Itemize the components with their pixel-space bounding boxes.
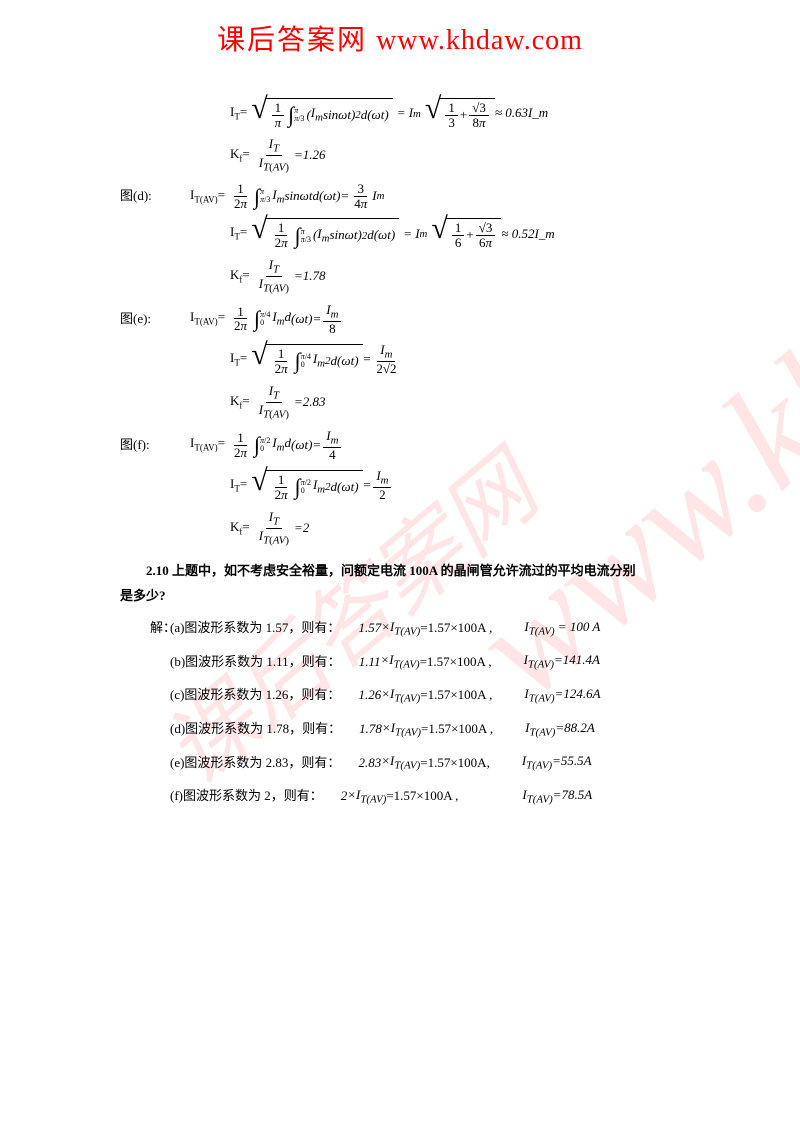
solution-row: (b)图波形系数为 1.11，则有： 1.11×IT(AV)=1.57×100A … <box>120 652 680 672</box>
eq-kf-e: Kf= ITIT(AV) =2.83 <box>230 384 680 421</box>
question-title2: 是多少? <box>120 588 680 605</box>
row-idx: (e)图波形系数为 2.83，则有： <box>170 755 340 772</box>
solution-row: (f)图波形系数为 2，则有：2×IT(AV)=1.57×100A ,IT(AV… <box>120 787 680 807</box>
row-k: 1.78 <box>359 721 382 738</box>
row-idx: (a)图波形系数为 1.57，则有： <box>170 620 340 637</box>
kf-f-val: =2 <box>294 520 309 537</box>
eq-it-d: IT= √ 12π ∫ππ/3 (Im sin ωt)2 d(ωt) = Im … <box>230 218 680 249</box>
header-url: www.khdaw.com <box>376 25 583 56</box>
row-eq: =1.57×100A , <box>421 721 493 738</box>
eq-it-e: IT= √ 12π ∫π/40 Im2d(ωt) = Im2√2 <box>230 343 680 376</box>
solution-container: 解：(a)图波形系数为 1.57，则有：1.57×IT(AV)=1.57×100… <box>120 619 680 807</box>
solution-row: 解：(a)图波形系数为 1.57，则有： 1.57×IT(AV)=1.57×100… <box>120 619 680 639</box>
row-k: 1.57 <box>358 620 381 637</box>
content-body: IT= √ 1π ∫ππ/3 (Im sin ωt)2 d(ωt) = Im √… <box>0 58 800 807</box>
eq-it-c: IT= √ 1π ∫ππ/3 (Im sin ωt)2 d(ωt) = Im √… <box>230 98 680 129</box>
row-idx: (c)图波形系数为 1.26，则有： <box>170 687 340 704</box>
row-itav: ×IT(AV) <box>381 619 420 639</box>
solution-row: (e)图波形系数为 2.83，则有： 2.83×IT(AV)=1.57×100A,… <box>120 753 680 773</box>
row-eq: =1.57×100A, <box>420 755 490 772</box>
row-res: IT(AV)=124.6A <box>524 686 600 706</box>
eq-kf-c: Kf= ITIT(AV) =1.26 <box>230 137 680 174</box>
eq-kf-f: Kf= ITIT(AV) =2 <box>230 510 680 547</box>
row-idx: (d)图波形系数为 1.78，则有： <box>170 721 341 738</box>
fig-f-label: 图(f): <box>120 437 190 454</box>
row-res: IT(AV)=55.5A <box>522 753 592 773</box>
row-itav: ×IT(AV) <box>347 787 386 807</box>
row-itav: ×IT(AV) <box>382 720 421 740</box>
row-idx: (b)图波形系数为 1.11，则有： <box>170 654 341 671</box>
row-res: IT(AV)=88.2A <box>525 720 595 740</box>
q-text1: 上题中，如不考虑安全裕量，问额定电流 100A 的晶闸管允许流过的平均电流分别 <box>172 563 636 578</box>
row-eq: =1.57×100A , <box>420 654 492 671</box>
fig-e-label: 图(e): <box>120 311 190 328</box>
eq-itav-f: 图(f): IT(AV)= 12π ∫π/20 Imd(ωt) = Im4 <box>120 429 680 462</box>
kf-d-val: =1.78 <box>294 268 326 285</box>
q-num: 2.10 <box>146 563 169 578</box>
solution-row: (d)图波形系数为 1.78，则有： 1.78×IT(AV)=1.57×100A … <box>120 720 680 740</box>
row-eq: =1.57×100A , <box>386 788 458 805</box>
solution-row: (c)图波形系数为 1.26，则有： 1.26×IT(AV)=1.57×100A … <box>120 686 680 706</box>
eq-kf-d: Kf= ITIT(AV) =1.78 <box>230 258 680 295</box>
page-header: 课后答案网 www.khdaw.com <box>0 0 800 58</box>
kf-e-val: =2.83 <box>294 394 326 411</box>
row-eq: =1.57×100A , <box>420 620 492 637</box>
row-k: 2.83 <box>358 755 381 772</box>
approx-c: ≈ 0.63I_m <box>495 105 548 122</box>
row-itav: ×IT(AV) <box>381 686 420 706</box>
eq-itav-d: 图(d): IT(AV)= 12π ∫ππ/3 Im sin ωtd(ωt) =… <box>120 182 680 210</box>
eq-it-f: IT= √ 12π ∫π/20 Im2d(ωt) = Im2 <box>230 469 680 502</box>
row-k: 1.26 <box>358 687 381 704</box>
row-res: IT(AV)=78.5A <box>522 787 592 807</box>
eq-itav-e: 图(e): IT(AV)= 12π ∫π/40 Imd(ωt) = Im8 <box>120 303 680 336</box>
row-res: IT(AV)=141.4A <box>524 652 600 672</box>
header-cn: 课后答案网 <box>217 25 367 56</box>
fig-d-label: 图(d): <box>120 188 190 205</box>
kf-c-val: =1.26 <box>294 147 326 164</box>
row-itav: ×IT(AV) <box>380 652 419 672</box>
approx-d: ≈ 0.52I_m <box>501 226 554 243</box>
row-idx: (f)图波形系数为 2，则有： <box>170 788 323 805</box>
row-eq: =1.57×100A , <box>420 687 492 704</box>
row-itav: ×IT(AV) <box>381 753 420 773</box>
row-res: IT(AV) = 100 A <box>524 619 600 639</box>
question-title: 2.10 上题中，如不考虑安全裕量，问额定电流 100A 的晶闸管允许流过的平均… <box>120 563 680 580</box>
row-k: 1.11 <box>359 654 381 671</box>
solution-label: 解： <box>120 620 170 637</box>
